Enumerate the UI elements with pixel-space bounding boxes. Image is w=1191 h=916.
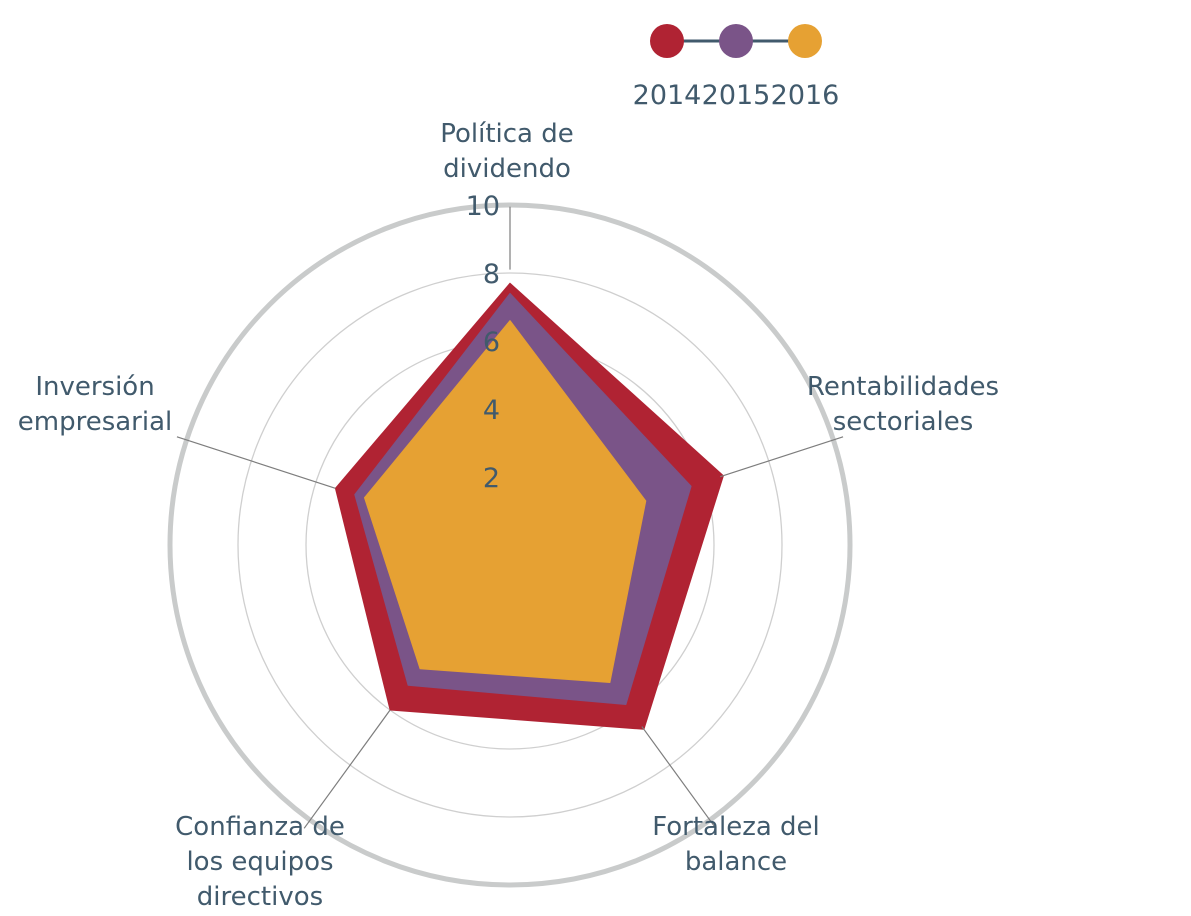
axis-label-3-line-1: Fortaleza del xyxy=(652,812,820,842)
legend-marker-2015 xyxy=(719,24,753,58)
axis-label-3-line-2: balance xyxy=(685,847,787,877)
axis-label-4-line-2: los equipos xyxy=(186,847,333,877)
grid-ring-10 xyxy=(167,202,853,888)
tick-label-10: 10 xyxy=(466,191,500,222)
axis-label-5-line-2: empresarial xyxy=(18,407,173,437)
axis-spoke-2 xyxy=(719,436,844,478)
axis-spoke-3 xyxy=(641,726,717,829)
tick-label-8: 8 xyxy=(483,259,500,290)
grid-ring-8 xyxy=(237,272,783,818)
legend-label-2016: 2016 xyxy=(771,80,840,111)
series-polygon-2016 xyxy=(364,320,647,683)
axis-label-1-line-2: dividendo xyxy=(443,154,571,184)
axis-labels: Política de dividendo Rentabilidades sector… xyxy=(18,119,999,912)
axis-label-4-line-3: directivos xyxy=(197,882,323,912)
axis-label-2-line-2: sectoriales xyxy=(833,407,974,437)
axis-label-2-line-1: Rentabilidades xyxy=(807,372,999,402)
legend-label-2015: 2015 xyxy=(702,80,771,111)
axis-spoke-5 xyxy=(176,436,336,489)
radial-tick-labels: 2 4 6 8 10 xyxy=(466,191,500,494)
series-polygons xyxy=(334,282,724,730)
legend-marker-2014 xyxy=(650,24,684,58)
axis-spoke-4 xyxy=(303,709,391,829)
tick-label-4: 4 xyxy=(483,395,500,426)
legend-marker-2016 xyxy=(788,24,822,58)
axis-label-5-line-1: Inversión xyxy=(35,372,154,402)
axis-label-4-line-1: Confianza de xyxy=(175,812,345,842)
tick-label-6: 6 xyxy=(483,327,500,358)
legend-label-2014: 2014 xyxy=(633,80,702,111)
axis-label-1-line-1: Política de xyxy=(440,119,574,149)
tick-label-2: 2 xyxy=(483,463,500,494)
axis-spokes xyxy=(176,206,844,829)
legend: 2014 2015 2016 xyxy=(633,24,840,111)
